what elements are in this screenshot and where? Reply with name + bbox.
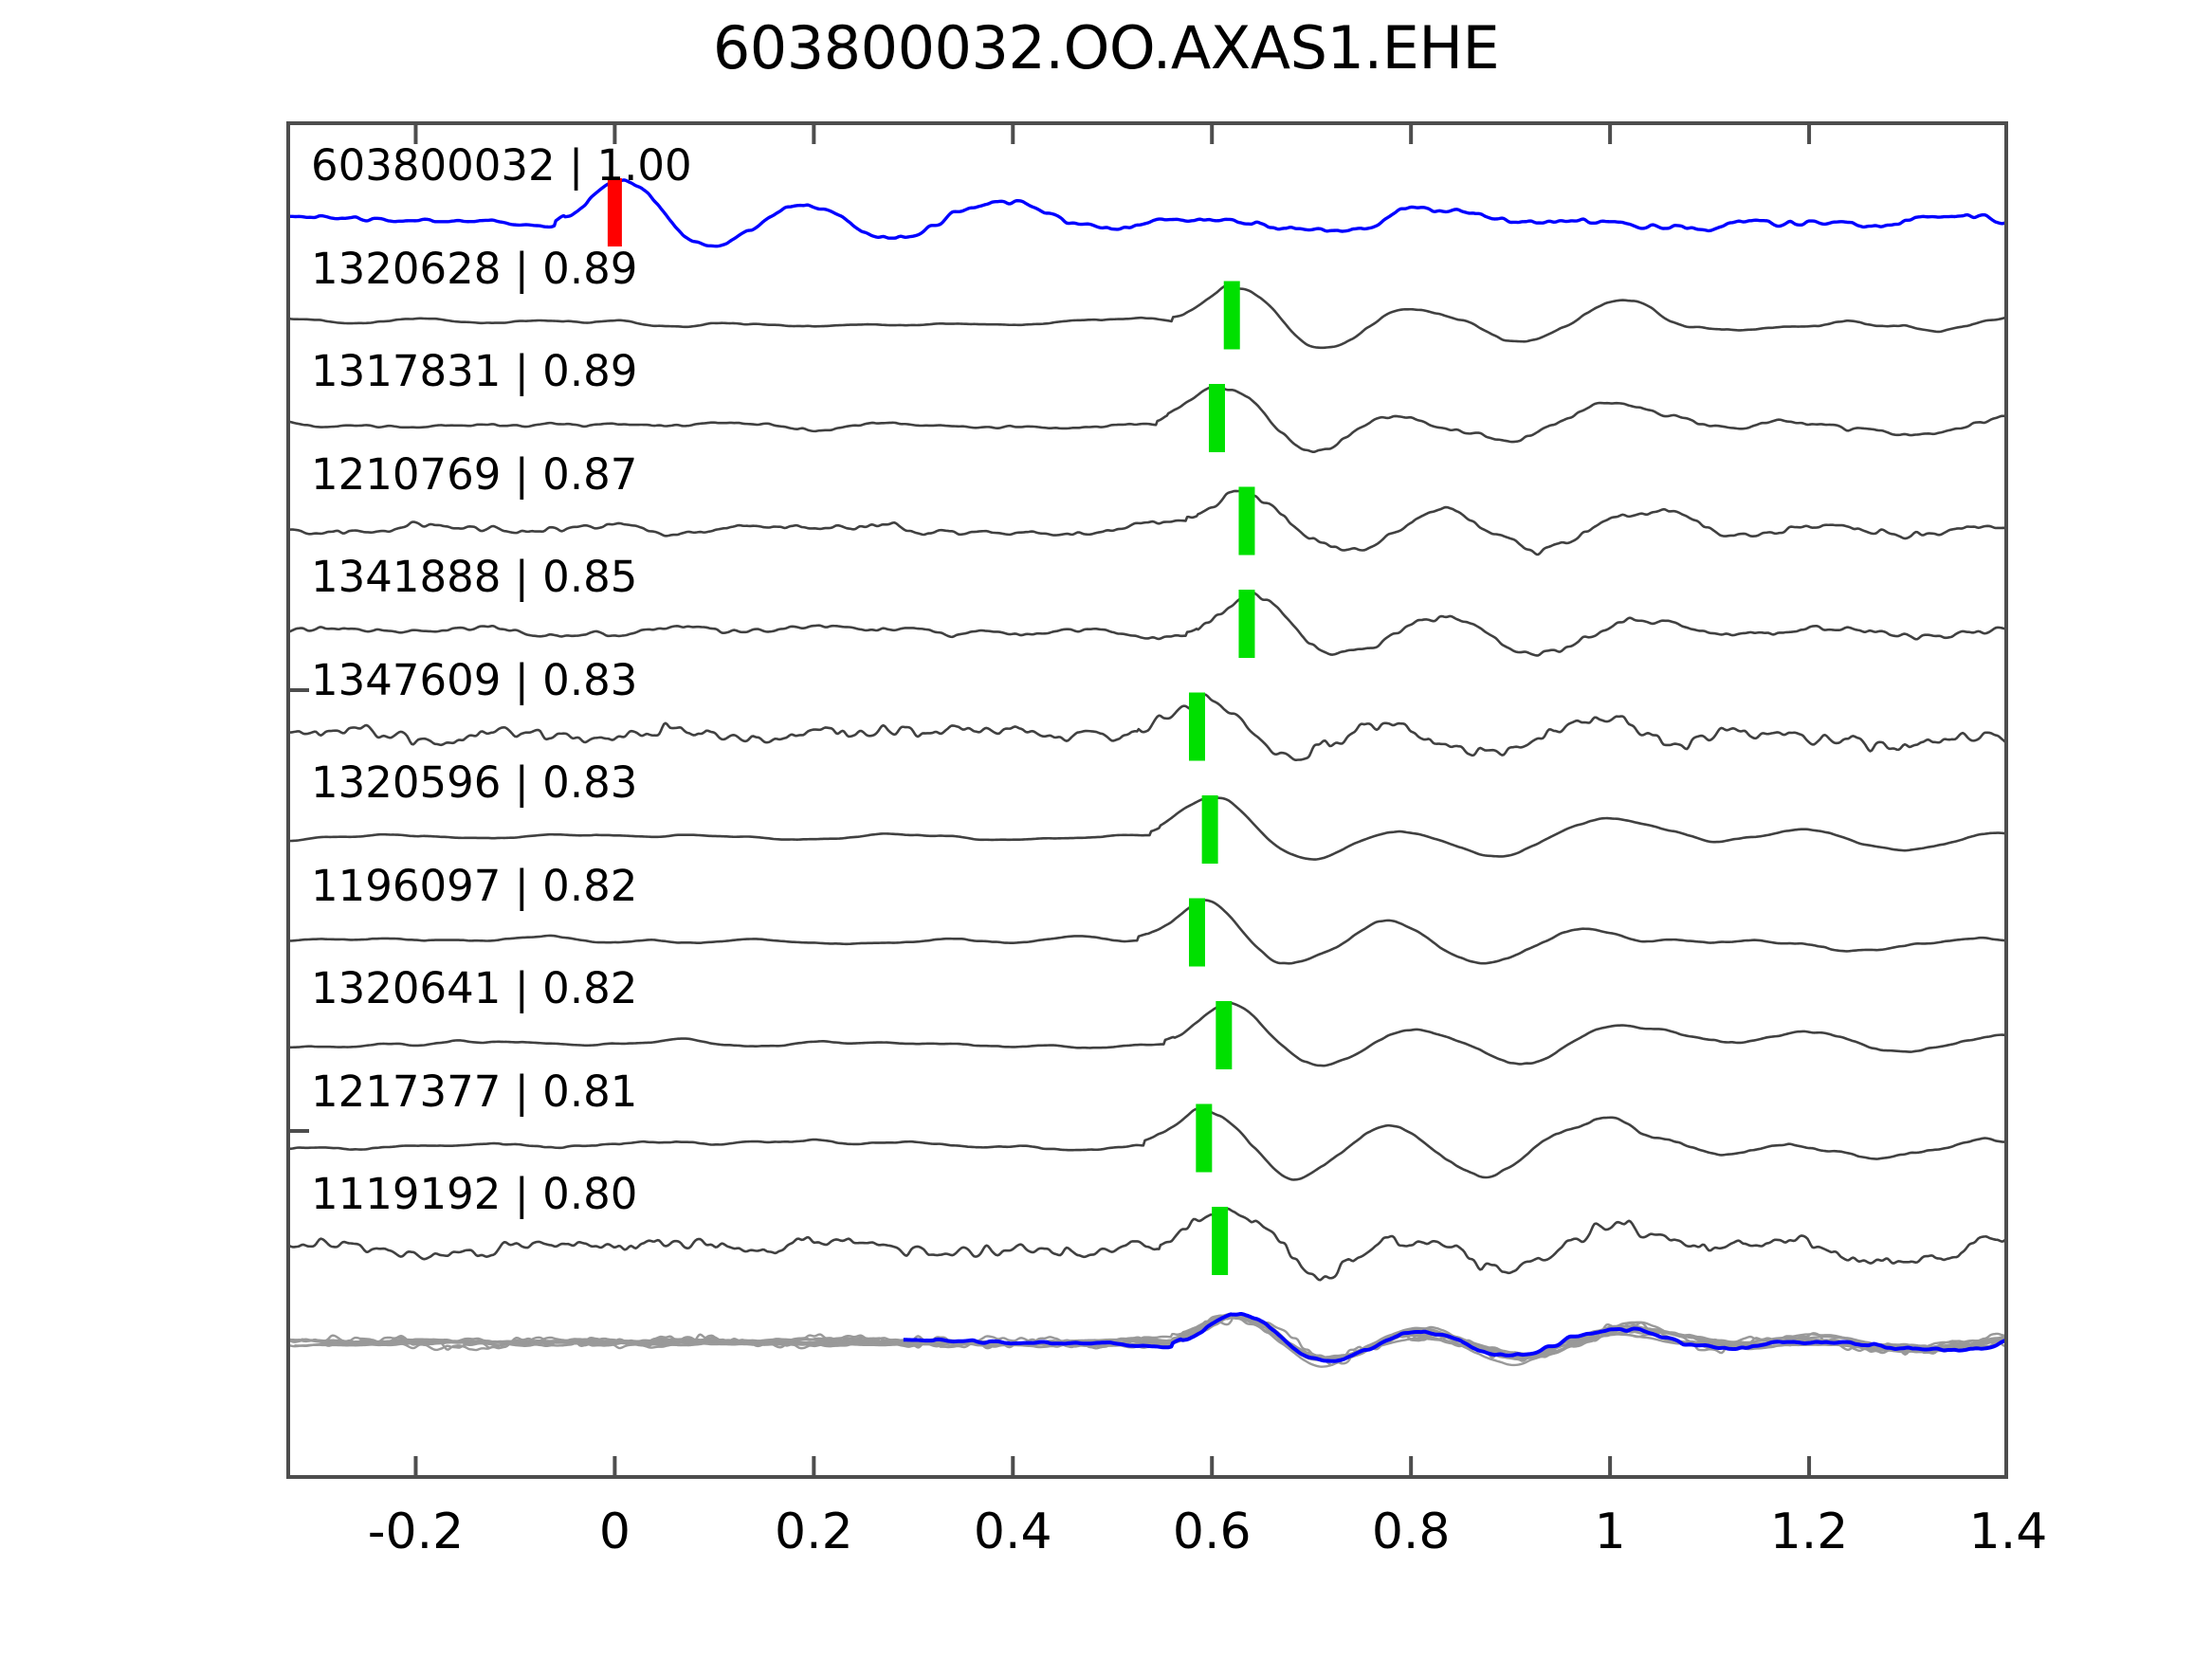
waveform-trace xyxy=(286,282,2008,350)
pick-marker xyxy=(1188,898,1205,967)
waveform-canvas xyxy=(286,121,2008,1479)
pick-marker xyxy=(1223,281,1240,350)
pick-marker xyxy=(1201,795,1218,864)
axes-frame xyxy=(286,121,2008,1479)
trace-label: 1320628 | 0.89 xyxy=(311,243,638,294)
waveform-trace xyxy=(286,1104,2008,1181)
waveform-trace xyxy=(286,1207,2008,1282)
pick-marker xyxy=(607,178,622,246)
waveform-trace xyxy=(286,590,2008,657)
waveform-trace xyxy=(286,693,2008,762)
waveform-trace xyxy=(286,795,2008,861)
trace-label: 1320596 | 0.83 xyxy=(311,757,638,808)
waveform-trace xyxy=(286,487,2008,556)
trace-label: 1341888 | 0.85 xyxy=(311,552,638,602)
trace-label: 1196097 | 0.82 xyxy=(311,860,638,911)
stack-template-trace xyxy=(903,1312,2008,1363)
page-title: 603800032.OO.AXAS1.EHE xyxy=(712,13,1500,82)
x-tick-label: 0.6 xyxy=(1172,1504,1252,1560)
pick-marker xyxy=(1212,1207,1229,1275)
x-tick-label: 0.4 xyxy=(973,1504,1052,1560)
pick-marker xyxy=(1238,590,1255,658)
trace-label: 1119192 | 0.80 xyxy=(311,1169,638,1219)
plot-axes: 603800032 | 1.00 1320628 | 0.89 1317831 | … xyxy=(286,121,2008,1479)
waveform-trace xyxy=(286,384,2008,453)
trace-label: 1347609 | 0.83 xyxy=(311,654,638,705)
x-axis-ticks xyxy=(288,123,2008,1477)
x-tick-label: 0.2 xyxy=(774,1504,853,1560)
pick-marker xyxy=(1196,1103,1213,1173)
pick-marker xyxy=(1208,384,1225,452)
trace-label: 1320641 | 0.82 xyxy=(311,963,638,1013)
trace-label: 1217377 | 0.81 xyxy=(311,1066,638,1117)
waveform-trace xyxy=(286,1001,2008,1067)
trace-label: 1317831 | 0.89 xyxy=(311,346,638,396)
pick-marker xyxy=(1238,486,1255,556)
x-tick-label: 0 xyxy=(598,1504,631,1560)
traces-group xyxy=(286,178,2008,1368)
x-tick-label: 1 xyxy=(1594,1504,1626,1560)
trace-label: 1210769 | 0.87 xyxy=(311,448,638,500)
stack-trace xyxy=(298,1312,2008,1366)
x-tick-label: -0.2 xyxy=(367,1504,465,1560)
x-tick-label: 0.8 xyxy=(1371,1504,1451,1560)
x-tick-label: 1.4 xyxy=(1968,1504,2048,1560)
x-tick-label: 1.2 xyxy=(1769,1504,1849,1560)
pick-marker xyxy=(1216,1001,1233,1069)
pick-markers-group xyxy=(607,178,1255,1275)
trace-label: 603800032 | 1.00 xyxy=(311,140,692,191)
waveform-trace xyxy=(286,899,2008,965)
pick-marker xyxy=(1188,692,1205,761)
waveform-trace xyxy=(286,178,2008,248)
